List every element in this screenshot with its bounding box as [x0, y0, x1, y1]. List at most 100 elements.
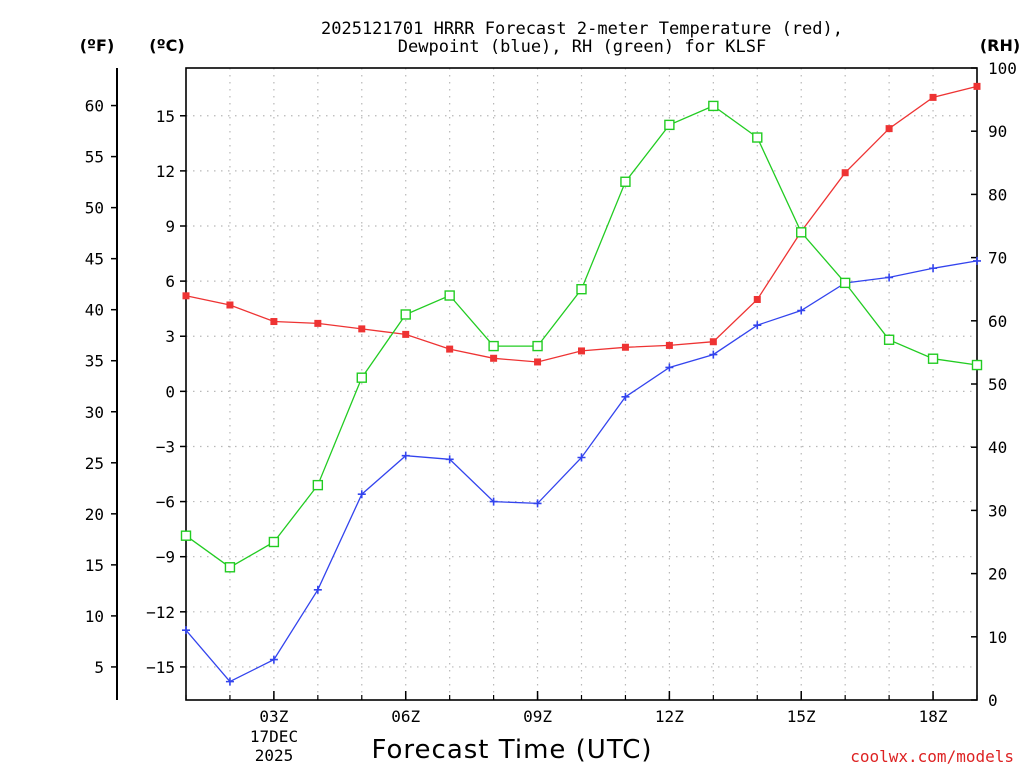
celsius-tick-label: −9	[156, 548, 175, 567]
dewpoint-point	[709, 350, 718, 359]
rh-tick-label: 100	[988, 59, 1017, 78]
x-tick-label: 09Z	[523, 707, 552, 726]
dewpoint-point	[929, 264, 938, 273]
dewpoint-point	[357, 490, 366, 499]
fahrenheit-tick-label: 15	[85, 556, 104, 575]
fahrenheit-tick-label: 10	[85, 607, 104, 626]
dewpoint-point	[973, 256, 981, 265]
rh-point	[356, 372, 367, 383]
fahrenheit-tick-label: 45	[85, 250, 104, 269]
unit-label-fahrenheit: (ºF)	[80, 36, 115, 55]
x-tick-label: 06Z	[391, 707, 420, 726]
rh-tick-label: 0	[988, 691, 998, 710]
fahrenheit-tick-label: 5	[94, 658, 104, 677]
celsius-tick-label: −3	[156, 437, 175, 456]
dewpoint-point	[577, 453, 586, 462]
rh-point	[400, 309, 411, 320]
rh-point	[488, 340, 499, 352]
rh-tick-label: 60	[988, 312, 1007, 331]
rh-point	[927, 353, 939, 364]
fahrenheit-tick-label: 40	[85, 301, 104, 320]
rh-point	[224, 562, 236, 573]
rh-point	[444, 290, 455, 301]
fahrenheit-tick-label: 30	[85, 403, 104, 422]
rh-tick-label: 90	[988, 122, 1007, 141]
dewpoint-point	[182, 626, 190, 635]
rh-point	[664, 119, 675, 131]
rh-tick-label: 80	[988, 185, 1007, 204]
temperature-point	[534, 358, 542, 366]
rh-point	[796, 227, 807, 238]
dewpoint-point	[401, 451, 410, 460]
unit-label-rh: (RH)	[980, 36, 1020, 55]
celsius-tick-label: 15	[156, 107, 175, 126]
celsius-tick-label: 12	[156, 162, 175, 181]
chart-title-line2: Dewpoint (blue), RH (green) for KLSF	[398, 37, 766, 57]
celsius-tick-label: 6	[165, 272, 175, 291]
temperature-point	[314, 319, 322, 327]
dewpoint-point	[885, 273, 894, 282]
dewpoint-point	[225, 677, 234, 686]
rh-point	[180, 530, 192, 541]
axes-layer: 15129630−3−6−9−12−1560555045403530252015…	[85, 59, 1017, 726]
dewpoint-point	[797, 306, 806, 315]
temperature-point	[709, 338, 717, 346]
rh-point	[268, 536, 280, 548]
temperature-point	[929, 93, 937, 101]
rh-point	[620, 176, 631, 187]
dewpoint-point	[445, 455, 454, 464]
temperature-point	[182, 292, 190, 300]
rh-point	[576, 284, 587, 295]
celsius-tick-label: −12	[146, 603, 175, 622]
celsius-tick-label: −15	[146, 658, 175, 677]
x-tick-label: 18Z	[919, 707, 948, 726]
temperature-point	[270, 318, 278, 326]
grid-layer	[186, 68, 977, 700]
rh-tick-label: 50	[988, 375, 1007, 394]
temperature-point	[578, 347, 585, 355]
temperature-point	[665, 341, 673, 349]
rh-point	[839, 277, 851, 289]
x-tick-label: 15Z	[787, 707, 816, 726]
rh-tick-label: 10	[988, 628, 1007, 647]
rh-tick-label: 40	[988, 438, 1007, 457]
dewpoint-point	[621, 392, 630, 401]
temperature-point	[490, 354, 498, 362]
chart-title-line1: 2025121701 HRRR Forecast 2-meter Tempera…	[321, 19, 843, 39]
dewpoint-line	[185, 260, 978, 683]
celsius-tick-label: −6	[156, 493, 175, 512]
dewpoint-point	[533, 499, 542, 508]
fahrenheit-tick-label: 35	[85, 352, 104, 371]
temperature-point	[973, 82, 981, 90]
dewpoint-point	[269, 655, 278, 664]
fahrenheit-tick-label: 50	[85, 199, 104, 218]
unit-label-celsius: (ºC)	[149, 36, 184, 55]
rh-tick-label: 30	[988, 501, 1007, 520]
temperature-point	[446, 345, 454, 353]
date-label-year: 2025	[255, 746, 294, 765]
temperature-point	[226, 301, 234, 309]
dewpoint-point	[753, 321, 762, 330]
rh-tick-label: 70	[988, 249, 1007, 268]
celsius-tick-label: 9	[165, 217, 175, 236]
rh-point	[532, 340, 543, 352]
x-tick-label: 12Z	[655, 707, 684, 726]
temperature-point	[358, 325, 366, 333]
x-axis-label: Forecast Time (UTC)	[371, 735, 652, 765]
rh-point	[312, 479, 324, 491]
dewpoint-point	[665, 363, 674, 372]
credit-text: coolwx.com/models	[850, 747, 1014, 766]
dewpoint-point	[489, 497, 498, 506]
x-tick-label: 03Z	[259, 707, 288, 726]
rh-point	[883, 334, 895, 345]
rh-tick-label: 20	[988, 565, 1007, 584]
fahrenheit-tick-label: 25	[85, 454, 104, 473]
fahrenheit-tick-label: 20	[85, 505, 104, 524]
temperature-point	[402, 330, 410, 338]
dewpoint-point	[313, 585, 322, 594]
rh-point	[752, 132, 763, 143]
celsius-tick-label: 0	[165, 382, 175, 401]
rh-point	[708, 100, 719, 112]
fahrenheit-tick-label: 60	[85, 97, 104, 116]
